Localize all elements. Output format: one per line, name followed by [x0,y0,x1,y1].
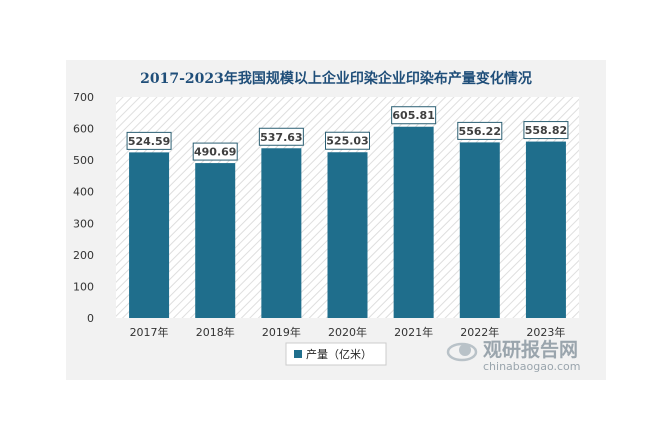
data-label-box [192,142,238,161]
bar [525,141,566,318]
data-label: 537.63 [260,131,302,144]
data-label-box [126,131,172,150]
data-label: 605.81 [392,109,434,122]
y-tick-label: 600 [73,123,94,136]
bar [393,126,434,319]
y-tick-label: 0 [87,312,94,325]
y-tick-label: 300 [73,217,94,230]
x-tick-label: 2018年 [196,325,235,339]
data-label: 524.59 [128,135,170,148]
data-label: 490.69 [194,146,236,159]
bar-chart: 2017-2023年我国规模以上企业印染企业印染布产量变化情况 0 100 200 3… [73,70,581,373]
y-tick-label: 500 [73,154,94,167]
bar [459,142,500,318]
data-label-box [391,106,437,125]
data-label-box [523,121,569,140]
data-label-box [325,131,370,150]
bar [129,152,170,318]
x-tick-label: 2019年 [262,325,301,339]
y-tick-label: 700 [73,91,94,104]
x-tick-label: 2023年 [526,325,565,339]
legend-label: 产量（亿米） [306,347,372,361]
x-tick-label: 2020年 [328,325,367,339]
legend-box [285,342,387,366]
data-label-box [258,127,304,146]
data-label: 556.22 [459,125,501,138]
watermark: 观研报告网 chinabaogao.com [446,338,581,373]
watermark-text: 观研报告网 [483,338,578,361]
globe-swoosh-icon [446,342,478,362]
x-tick-label: 2017年 [130,325,169,339]
legend: 产量（亿米） [285,342,387,366]
data-label: 558.82 [525,124,567,137]
chart-frame: 2017-2023年我国规模以上企业印染企业印染布产量变化情况 0 100 200 3… [66,60,606,380]
x-tick-label: 2022年 [460,325,499,339]
legend-swatch [294,350,302,358]
data-label-box [457,121,503,140]
x-axis: 2017年 2018年 2019年 2020年 2021年 2022年 2023年 [130,325,566,339]
bar [261,148,302,318]
watermark-url: chinabaogao.com [483,360,581,373]
y-tick-label: 100 [73,280,94,293]
data-label: 525.03 [326,135,368,148]
bar [195,163,236,318]
y-tick-label: 400 [73,186,94,199]
bar-series: 524.59 490.69 537.63 525.03 605.81 556.22 558.… [126,106,569,319]
bar [327,152,368,318]
y-axis: 0 100 200 300 400 500 600 700 [73,91,94,325]
y-tick-label: 200 [73,249,94,262]
chart-title: 2017-2023年我国规模以上企业印染企业印染布产量变化情况 [140,70,532,87]
x-tick-label: 2021年 [394,325,433,339]
